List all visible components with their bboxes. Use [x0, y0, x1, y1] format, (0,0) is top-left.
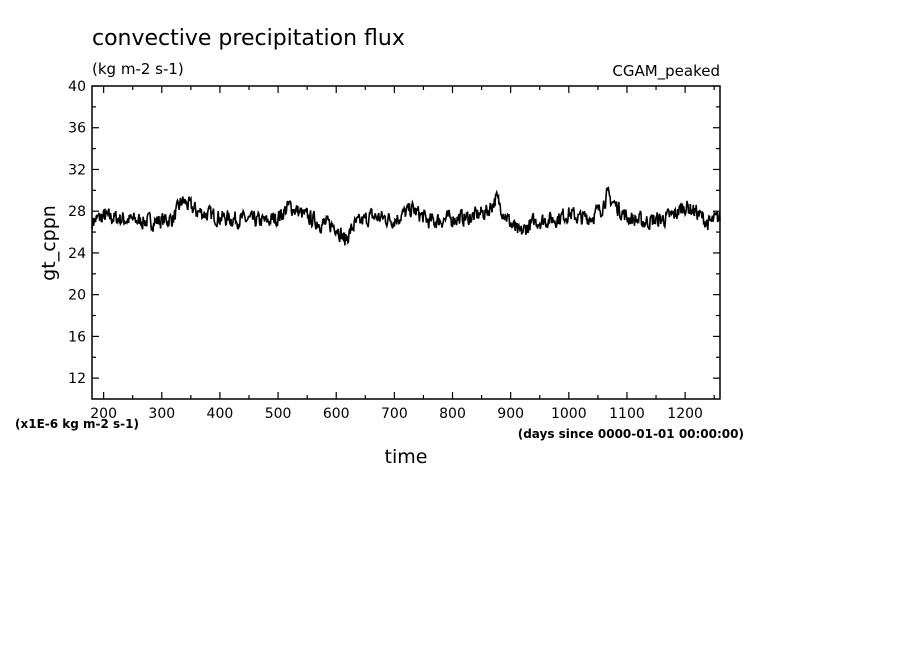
x-tick-label: 600 — [323, 406, 350, 422]
y-scale-note: (x1E-6 kg m-2 s-1) — [15, 417, 139, 431]
x-tick-label: 500 — [265, 406, 292, 422]
x-units-label: (days since 0000-01-01 00:00:00) — [518, 427, 744, 441]
series-line — [91, 185, 721, 246]
experiment-label: CGAM_peaked — [612, 62, 720, 81]
y-tick-label: 16 — [68, 329, 86, 345]
y-tick-label: 24 — [68, 246, 86, 262]
x-tick-label: 700 — [381, 406, 408, 422]
plot-frame — [91, 85, 721, 400]
x-tick-label: 400 — [207, 406, 234, 422]
x-tick-label: 900 — [497, 406, 524, 422]
y-tick-label: 40 — [68, 79, 86, 95]
x-axis-label: time — [385, 446, 428, 468]
y-tick-label: 36 — [68, 121, 86, 137]
y-axis-label: gt_cppn — [38, 205, 60, 281]
x-tick-label: 1000 — [551, 406, 587, 422]
chart-subtitle: (kg m-2 s-1) — [92, 60, 184, 78]
chart-title: convective precipitation flux — [92, 26, 405, 51]
x-tick-label: 300 — [148, 406, 175, 422]
x-tick-label: 1200 — [667, 406, 703, 422]
x-tick-label: 1100 — [609, 406, 645, 422]
y-axis: 12 16 20 24 28 32 36 40 — [68, 79, 720, 387]
y-tick-label: 20 — [68, 288, 86, 304]
x-axis: 200 300 400 500 600 700 800 900 1000 1100 1200 — [90, 86, 715, 422]
x-tick-label: 200 — [90, 406, 117, 422]
y-tick-label: 28 — [68, 204, 86, 220]
y-tick-label: 12 — [68, 371, 86, 387]
x-tick-label: 800 — [439, 406, 466, 422]
y-tick-label: 32 — [68, 162, 86, 178]
